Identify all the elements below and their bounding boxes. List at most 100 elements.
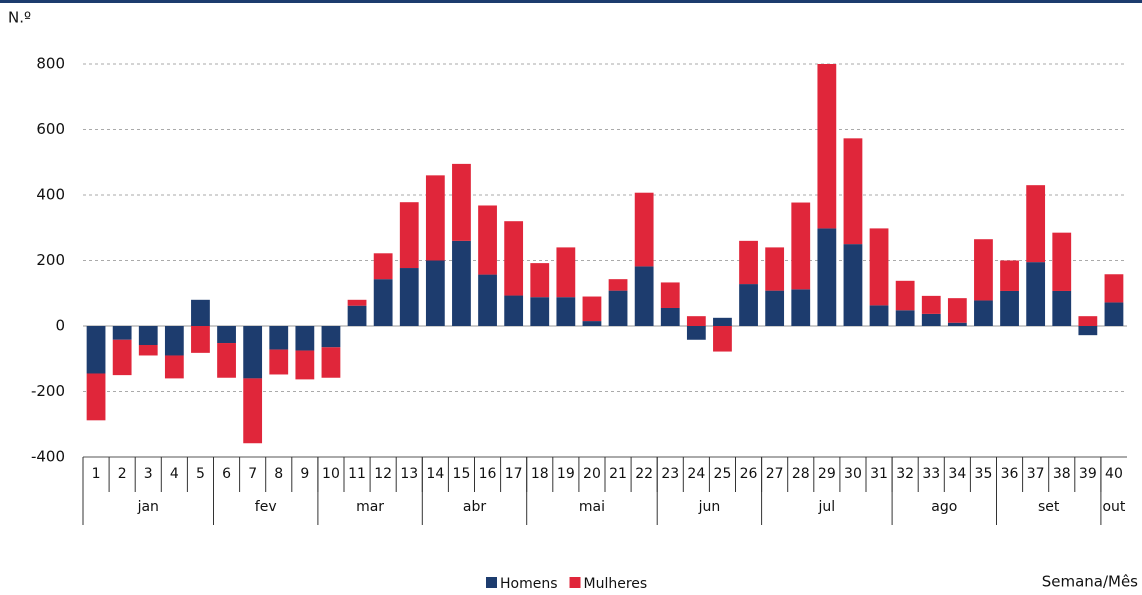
x-tick-label: 3: [144, 466, 153, 482]
x-tick-label: 34: [948, 466, 966, 482]
x-tick-label: 8: [274, 466, 283, 482]
x-tick-label: 17: [505, 466, 523, 482]
bar: [504, 221, 524, 296]
x-axis-label: Semana/Mês: [1042, 573, 1138, 591]
x-tick-label: 26: [740, 466, 758, 482]
x-tick-label: 11: [348, 466, 366, 482]
bar: [739, 284, 758, 326]
x-tick-label: 15: [453, 466, 471, 482]
bar: [217, 326, 236, 344]
bar: [765, 290, 785, 326]
legend-swatch: [569, 577, 581, 588]
bar: [947, 322, 967, 326]
group-label: ago: [931, 499, 957, 515]
bar: [817, 228, 837, 326]
x-tick-label: 14: [426, 466, 444, 482]
bar: [556, 247, 576, 298]
bar: [869, 305, 889, 326]
bar: [112, 339, 132, 376]
x-tick-label: 1: [92, 466, 101, 482]
bar: [86, 326, 106, 374]
bar: [921, 295, 941, 314]
bar: [1052, 290, 1072, 326]
bar: [582, 321, 602, 326]
bar: [452, 163, 471, 241]
x-tick-label: 12: [374, 466, 392, 482]
bar: [686, 326, 706, 340]
bar: [269, 349, 289, 375]
bar: [112, 326, 132, 340]
bar: [1104, 302, 1124, 326]
x-tick-label: 27: [766, 466, 784, 482]
bar: [243, 378, 263, 444]
x-tick-label: 30: [844, 466, 862, 482]
bar: [425, 260, 445, 326]
bar: [791, 289, 811, 326]
bar: [1026, 185, 1046, 263]
x-tick-label: 19: [557, 466, 575, 482]
bar: [974, 239, 993, 301]
bar: [843, 244, 863, 326]
bar: [530, 297, 550, 326]
bar: [347, 305, 367, 326]
bar: [530, 263, 550, 298]
x-tick-label: 29: [818, 466, 836, 482]
bar: [1000, 290, 1019, 326]
bar: [399, 202, 419, 269]
legend-label: Homens: [500, 576, 558, 591]
bar: [608, 279, 628, 291]
bar: [947, 298, 967, 323]
x-tick-label: 37: [1027, 466, 1045, 482]
bar: [1078, 316, 1098, 326]
x-tick-label: 13: [400, 466, 418, 482]
bar: [1026, 262, 1046, 326]
bar: [295, 326, 315, 351]
group-label: mai: [579, 499, 605, 515]
x-tick-label: 32: [896, 466, 914, 482]
bar: [686, 316, 706, 326]
group-label: out: [1102, 499, 1125, 515]
bar: [347, 299, 367, 306]
x-tick-label: 38: [1053, 466, 1071, 482]
bar: [399, 268, 419, 326]
bar: [191, 326, 210, 353]
group-label: jul: [818, 499, 836, 515]
bar: [608, 290, 628, 326]
group-label: abr: [463, 499, 486, 515]
bar: [1000, 260, 1019, 291]
bar: [425, 175, 445, 261]
x-tick-label: 16: [479, 466, 497, 482]
x-tick-label: 5: [196, 466, 205, 482]
x-tick-label: 23: [661, 466, 679, 482]
bar: [660, 307, 680, 326]
bar: [843, 138, 863, 245]
bar: [478, 274, 497, 326]
bar: [138, 344, 158, 356]
x-tick-label: 28: [792, 466, 810, 482]
group-label: jan: [137, 499, 159, 515]
top-border: [0, 0, 1142, 3]
bar: [713, 326, 732, 352]
x-tick-label: 6: [222, 466, 231, 482]
x-tick-label: 35: [975, 466, 993, 482]
bar: [791, 202, 811, 290]
bar: [243, 326, 263, 379]
x-tick-label: 24: [687, 466, 705, 482]
y-unit-label: N.º: [8, 9, 31, 27]
x-tick-label: 22: [635, 466, 653, 482]
x-tick-label: 10: [322, 466, 340, 482]
x-tick-label: 31: [870, 466, 888, 482]
y-tick-label: -400: [31, 448, 65, 466]
bar: [869, 228, 889, 306]
x-tick-label: 40: [1105, 466, 1123, 482]
x-tick-label: 20: [583, 466, 601, 482]
y-tick-label: 400: [36, 186, 65, 204]
bar: [895, 280, 915, 311]
bar: [1052, 232, 1072, 291]
y-tick-label: 0: [55, 317, 65, 335]
bar: [295, 350, 315, 380]
bar: [269, 326, 289, 350]
x-tick-label: 2: [118, 466, 127, 482]
bar: [1104, 274, 1124, 303]
bar: [138, 326, 158, 345]
